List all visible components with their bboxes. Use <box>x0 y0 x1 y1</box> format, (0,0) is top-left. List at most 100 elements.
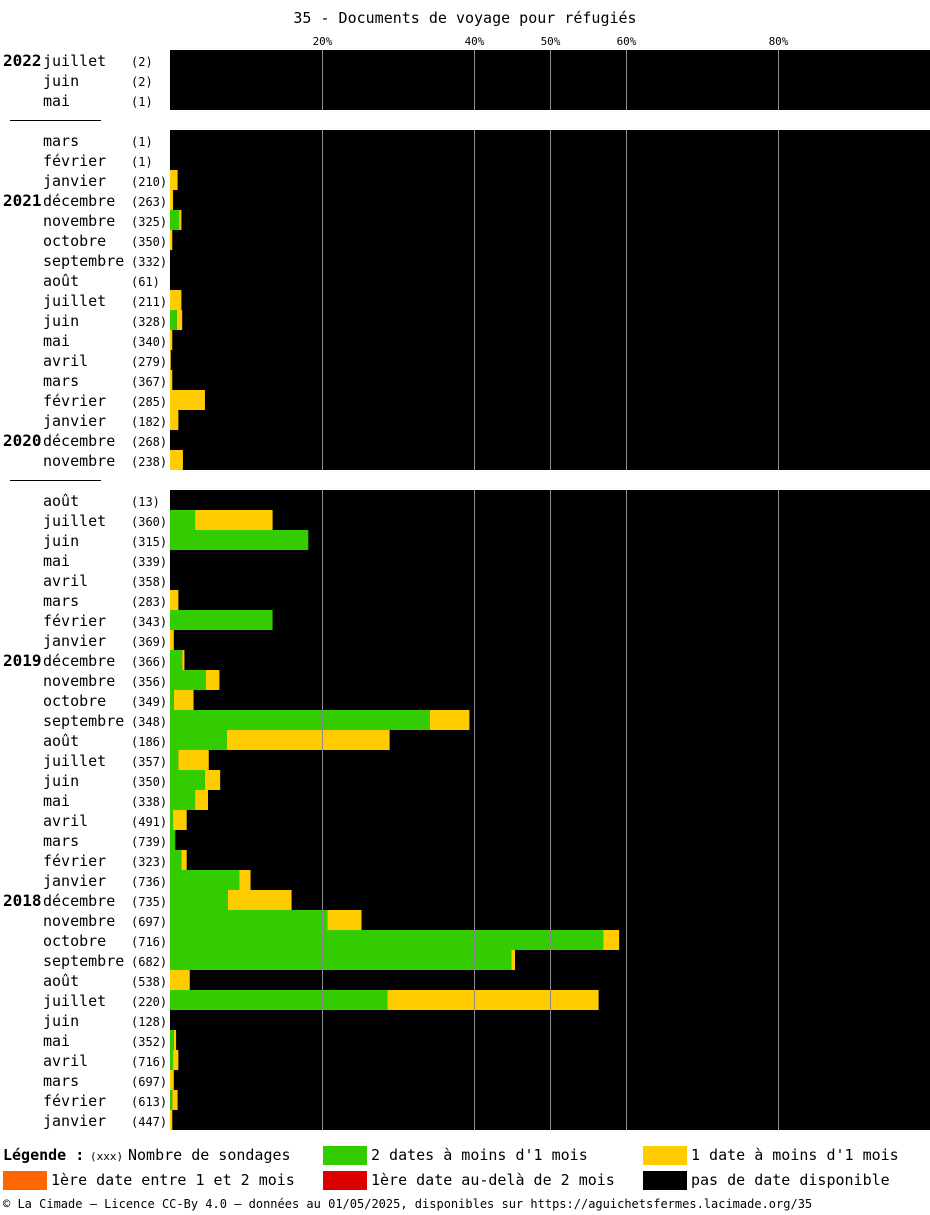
month-label: mars <box>43 592 79 610</box>
month-label: mai <box>43 552 70 570</box>
month-label: avril <box>43 352 88 370</box>
bar-one-date <box>603 930 620 950</box>
month-label: décembre <box>43 652 115 670</box>
survey-count-label: (283) <box>131 595 167 609</box>
bar-one-date <box>239 870 251 890</box>
bar-one-date <box>327 910 362 930</box>
month-label: septembre <box>43 952 124 970</box>
bar-two-dates <box>170 530 309 550</box>
month-label: janvier <box>43 872 106 890</box>
bar-two-dates <box>170 210 180 230</box>
month-label: novembre <box>43 212 115 230</box>
month-label: juillet <box>43 992 106 1010</box>
survey-count-label: (491) <box>131 815 167 829</box>
bar-one-date <box>170 410 179 430</box>
bar-two-dates <box>170 510 196 530</box>
month-label: juin <box>43 1012 79 1030</box>
legend-swatch-red <box>323 1171 367 1190</box>
bar-one-date <box>170 170 178 190</box>
year-label: 2022 <box>3 51 42 70</box>
month-label: novembre <box>43 912 115 930</box>
bar-two-dates <box>170 990 388 1010</box>
survey-count-label: (1) <box>131 155 153 169</box>
survey-count-label: (338) <box>131 795 167 809</box>
survey-count-label: (360) <box>131 515 167 529</box>
bar-one-date <box>170 370 173 390</box>
survey-count-label: (366) <box>131 655 167 669</box>
month-label: janvier <box>43 172 106 190</box>
month-label: août <box>43 492 79 510</box>
bar-one-date <box>170 970 190 990</box>
bar-one-date <box>170 590 179 610</box>
legend-count-text: Nombre de sondages <box>128 1146 291 1164</box>
month-label: août <box>43 732 79 750</box>
survey-count-label: (211) <box>131 295 167 309</box>
month-label: décembre <box>43 192 115 210</box>
survey-count-label: (263) <box>131 195 167 209</box>
bar-two-dates <box>170 1050 174 1070</box>
survey-count-label: (735) <box>131 895 167 909</box>
x-tick-label: 80% <box>769 35 789 48</box>
month-label: juillet <box>43 52 106 70</box>
bar-two-dates <box>170 890 228 910</box>
legend-swatch-green <box>323 1146 367 1165</box>
chart-plot: 2022 juillet (2)juin (2)mai (1)mars (1)févrie… <box>3 35 930 1130</box>
survey-count-label: (716) <box>131 1055 167 1069</box>
month-label: janvier <box>43 632 106 650</box>
month-label: avril <box>43 1052 88 1070</box>
year-label: 2018 <box>3 891 42 910</box>
month-label: juillet <box>43 512 106 530</box>
month-label: décembre <box>43 892 115 910</box>
survey-count-label: (736) <box>131 875 167 889</box>
survey-count-label: (128) <box>131 1015 167 1029</box>
legend-swatch-black <box>643 1171 687 1190</box>
survey-count-label: (348) <box>131 715 167 729</box>
bar-one-date <box>170 390 205 410</box>
bar-two-dates <box>170 790 196 810</box>
bar-one-date <box>170 450 183 470</box>
month-label: mars <box>43 1072 79 1090</box>
month-label: mai <box>43 1032 70 1050</box>
bar-one-date <box>178 750 209 770</box>
month-label: juin <box>43 72 79 90</box>
bar-one-date <box>170 330 173 350</box>
x-tick-label: 50% <box>541 35 561 48</box>
bar-one-date <box>170 350 171 370</box>
bar-two-dates <box>170 830 176 850</box>
survey-count-label: (220) <box>131 995 167 1009</box>
x-tick-label: 60% <box>617 35 637 48</box>
legend-swatch-orange <box>3 1171 47 1190</box>
survey-count-label: (325) <box>131 215 167 229</box>
month-label: février <box>43 152 106 170</box>
bar-one-date <box>173 1050 179 1070</box>
month-label: mai <box>43 332 70 350</box>
legend-label-red: 1ère date au-delà de 2 mois <box>371 1171 615 1189</box>
bar-one-date <box>170 630 174 650</box>
survey-count-label: (340) <box>131 335 167 349</box>
bar-two-dates <box>170 910 328 930</box>
bar-two-dates <box>170 650 183 670</box>
bar-two-dates <box>170 750 179 770</box>
bar-two-dates <box>170 850 182 870</box>
bar-one-date <box>170 1070 174 1090</box>
bar-one-date <box>170 290 182 310</box>
bar-two-dates <box>170 1090 173 1110</box>
bar-one-date <box>182 650 185 670</box>
month-label: janvier <box>43 1112 106 1130</box>
bar-one-date <box>170 190 174 210</box>
survey-count-label: (357) <box>131 755 167 769</box>
survey-count-label: (2) <box>131 75 153 89</box>
survey-count-label: (238) <box>131 455 167 469</box>
bar-two-dates <box>170 710 430 730</box>
month-label: juin <box>43 532 79 550</box>
month-label: août <box>43 272 79 290</box>
month-label: septembre <box>43 252 124 270</box>
bar-one-date <box>173 690 194 710</box>
survey-count-label: (332) <box>131 255 167 269</box>
bar-two-dates <box>170 690 174 710</box>
survey-count-label: (285) <box>131 395 167 409</box>
survey-count-label: (716) <box>131 935 167 949</box>
survey-count-label: (697) <box>131 915 167 929</box>
month-label: septembre <box>43 712 124 730</box>
bar-one-date <box>195 510 273 530</box>
